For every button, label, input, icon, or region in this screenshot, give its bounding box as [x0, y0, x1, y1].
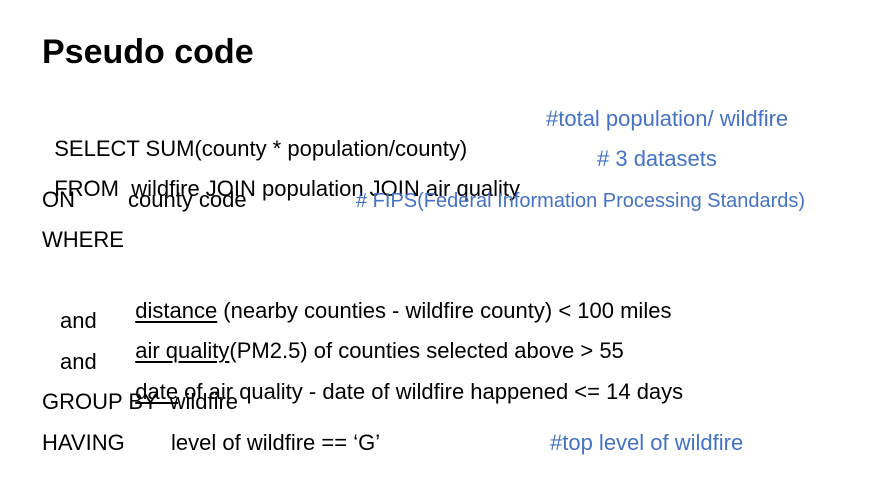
select-text: SELECT SUM(county * population/county) — [54, 136, 468, 161]
on-comment: # FIPS(Federal Information Processing St… — [356, 190, 806, 212]
condition-distance-term: distance — [135, 298, 218, 323]
condition-distance-rest: (nearby counties - wildfire county) < 10… — [217, 298, 672, 323]
condition-air-quality-prefix: and — [60, 308, 97, 333]
having-keyword: HAVING — [42, 430, 125, 455]
on-text: county code — [128, 187, 247, 212]
from-line: FROM wildfire JOIN population JOIN air q… — [42, 144, 520, 204]
page-title: Pseudo code — [42, 33, 254, 71]
where-keyword: WHERE — [42, 227, 124, 252]
from-text: FROM wildfire JOIN population JOIN air q… — [54, 176, 521, 201]
condition-date-rest: of air quality - date of wildfire happen… — [178, 379, 684, 404]
select-line: SELECT SUM(county * population/county) — [42, 104, 467, 164]
condition-air-quality-rest: (PM2.5) of counties selected above > 55 — [229, 338, 624, 363]
condition-date: date of air quality - date of wildfire h… — [123, 347, 683, 407]
from-comment: # 3 datasets — [597, 146, 717, 171]
condition-air-quality-term: air quality — [135, 338, 230, 363]
having-text: level of wildfire == ‘G’ — [171, 430, 381, 455]
condition-air-quality: air quality(PM2.5) of counties selected … — [123, 306, 624, 366]
condition-distance: distance (nearby counties - wildfire cou… — [123, 266, 671, 326]
condition-date-prefix: and — [60, 349, 97, 374]
on-keyword: ON — [42, 187, 75, 212]
condition-date-term: date — [135, 379, 179, 404]
select-comment: #total population/ wildfire — [546, 106, 789, 131]
having-comment: #top level of wildfire — [550, 430, 744, 455]
group-by-line: GROUP BY wildfire — [42, 389, 239, 414]
